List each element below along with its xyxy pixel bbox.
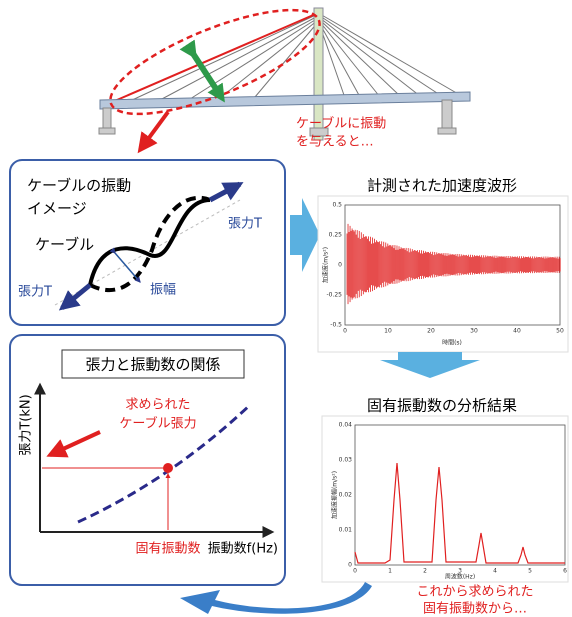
y-tick-label: 0.25 (329, 232, 343, 239)
x-tick-label: 40 (513, 328, 521, 335)
x-axis-label: 周波数(Hz) (445, 573, 475, 581)
x-axis-label: 時間(s) (442, 339, 462, 347)
x-tick-label: 10 (384, 328, 392, 335)
chart-frame (321, 415, 569, 583)
y-tick-label: 0.04 (339, 422, 353, 429)
y-tick-label: 0 (338, 262, 342, 269)
waveform-trace (346, 223, 561, 305)
relation-plot (34, 382, 275, 538)
annotation: 固有振動数から… (423, 602, 527, 617)
x-tick-label: 1 (388, 568, 392, 575)
y-tick-label: 0.02 (339, 492, 353, 499)
title-box (61, 349, 245, 379)
cable-label: ケーブル (35, 236, 94, 254)
y-tick-label: -0.25 (326, 292, 342, 299)
y-axis-label: 加速度振幅(m/s²) (331, 471, 339, 519)
x-tick-label: 3 (458, 568, 462, 575)
y-tick-label: 0.01 (339, 527, 353, 534)
x-axis-label: 振動数f(Hz) (208, 542, 278, 557)
x-tick-label: 30 (470, 328, 478, 335)
x-tick-label: 2 (423, 568, 427, 575)
x-tick-label: 6 (563, 568, 567, 575)
amplitude-label: 振幅 (150, 283, 176, 298)
x-tick-label: 5 (528, 568, 532, 575)
y-tick-label: 0 (348, 562, 352, 569)
y-tick-label: 0.5 (332, 202, 342, 209)
x-tick-label: 20 (427, 328, 435, 335)
annotation: 求められた (125, 398, 190, 413)
x-tick-label: 0 (353, 568, 357, 575)
tension-label: 張力T (228, 217, 262, 232)
chart-title: 固有振動数の分析結果 (367, 397, 517, 415)
x-tick-label: 4 (493, 568, 497, 575)
y-axis-label: 加速度(m/s²) (322, 247, 330, 283)
chart-title: 計測された加速度波形 (367, 177, 517, 195)
panel-title: ケーブルの振動 (27, 177, 131, 195)
cable-figure (54, 181, 244, 311)
panel-title: イメージ (27, 200, 87, 218)
annotation: ケーブルに振動 (296, 116, 386, 132)
bridge (98, 7, 471, 154)
annotation: 固有振動数 (135, 542, 200, 557)
tension-label: 張力T (18, 285, 52, 300)
y-axis-label: 張力T(kN) (19, 394, 34, 455)
x-tick-label: 0 (343, 328, 347, 335)
spectrum-trace (354, 462, 565, 564)
plot-area (354, 424, 566, 566)
y-tick-label: 0.03 (339, 457, 353, 464)
flow-arrow (380, 352, 480, 378)
y-tick-label: -0.5 (330, 322, 342, 329)
flow-arrow (290, 198, 320, 272)
annotation: これから求められた (416, 585, 533, 600)
panel (9, 159, 286, 326)
flow-arrow (180, 582, 372, 614)
annotation: を与えると… (296, 135, 374, 150)
panel-title: 張力と振動数の関係 (85, 356, 220, 374)
x-tick-label: 50 (556, 328, 564, 335)
annotation: ケーブル張力 (119, 416, 196, 432)
